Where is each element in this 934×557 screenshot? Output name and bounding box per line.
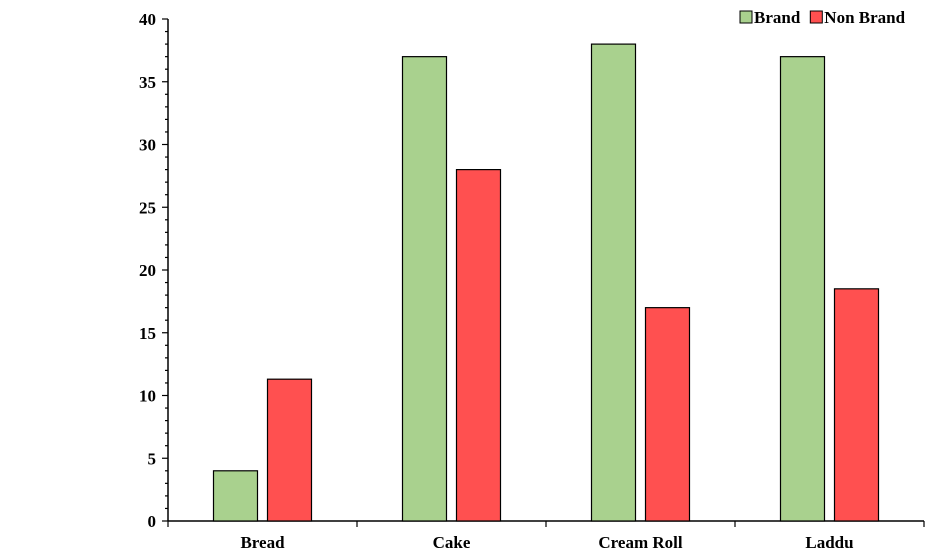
bars xyxy=(212,43,880,522)
legend-label: Non Brand xyxy=(824,8,905,27)
axis-labels: 0 5 10 15 20 25 30 35 40 Bread Cake Cream Roll Laddu xyxy=(139,10,854,552)
legend-swatch xyxy=(739,10,753,24)
legend: Brand Non Brand xyxy=(739,8,906,27)
legend-swatch xyxy=(809,10,823,24)
x-tick-label: Cake xyxy=(433,533,471,552)
y-tick-label: 5 xyxy=(148,449,157,468)
bar-non-brand-laddu xyxy=(833,288,880,522)
y-tick-label: 10 xyxy=(139,387,156,406)
bar-brand-cake xyxy=(401,56,448,522)
y-tick-label: 30 xyxy=(139,136,156,155)
x-tick-label: Laddu xyxy=(805,533,853,552)
y-tick-label: 35 xyxy=(139,73,156,92)
y-tick-label: 25 xyxy=(139,198,156,217)
bar-non-brand-bread xyxy=(266,378,313,522)
y-tick-label: 20 xyxy=(139,261,156,280)
legend-label: Brand xyxy=(754,8,801,27)
y-tick-label: 40 xyxy=(139,10,156,29)
x-tick-label: Bread xyxy=(240,533,285,552)
bar-non-brand-cream-roll xyxy=(644,307,691,522)
x-tick-label: Cream Roll xyxy=(598,533,682,552)
bar-non-brand-cake xyxy=(455,169,502,522)
y-tick-label: 15 xyxy=(139,324,156,343)
bar-brand-bread xyxy=(212,470,259,522)
y-tick-label: 0 xyxy=(148,512,157,531)
bar-brand-cream-roll xyxy=(590,43,637,522)
bar-brand-laddu xyxy=(779,56,826,522)
